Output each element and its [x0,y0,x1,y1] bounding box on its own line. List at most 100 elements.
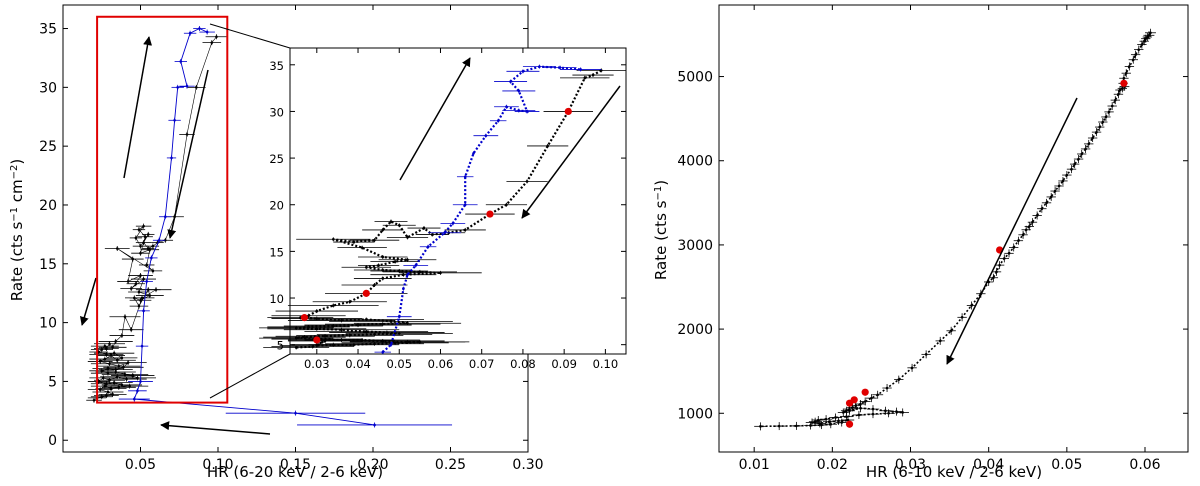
inset-black-data-point [315,309,319,313]
inset-red-marker [486,210,494,218]
left-blue-data-point [157,238,161,242]
inset-xtick-label: 0.08 [510,357,536,371]
right-black-data-point [759,425,762,428]
left-black-data-point [111,346,114,349]
left-black-data-point [103,357,107,361]
inset-black-data-point [381,228,385,232]
inset-black-data-point [373,283,376,287]
right-black-data-point [863,400,867,403]
left-blue-data-point [140,344,144,348]
inset-blue-data-point [558,66,562,69]
left-blue-data-point [139,380,142,383]
left-blue-data-point [185,84,189,88]
right-black-data-point [1149,31,1152,35]
left-blue-data-point [136,389,139,393]
left-ytick-label: 25 [39,139,57,155]
inset-red-marker [564,107,572,116]
left-arrow-left [160,421,271,435]
inset-black-data-point [389,220,393,223]
inset-direction-arrows [399,57,621,219]
left-black-data-point [98,388,102,391]
left-black-data-point [125,377,128,381]
left-xtick-label: 0.10 [202,457,233,473]
left-black-data-point [137,228,141,231]
right-black-data-point [1110,104,1114,108]
left-blue-data-point [145,280,148,283]
left-black-data-point [92,398,96,402]
left-blue-data-point [170,156,173,160]
inset-black-data-point [381,255,385,259]
inset-xtick-label: 0.05 [386,357,412,371]
left-black-data-point [128,384,131,388]
right-ytick-label: 5000 [677,70,713,86]
left-black-data-point [105,353,108,356]
left-black-data-point [105,347,108,350]
left-black-data-point [100,395,104,399]
inset-blue-data-point [406,273,409,277]
right-black-data-point [859,406,862,410]
left-black-data-point [108,342,111,346]
right-black-data-point [871,407,875,411]
right-black-data-point [834,416,837,419]
right-black-data-point [1114,98,1117,102]
left-black-data-point [126,280,130,283]
inset-arrow-up [399,57,471,181]
inset-blue-data-point [525,110,529,113]
left-xlabel: HR (6-20 keV / 2-6 keV) [207,463,383,481]
left-black-data-point [120,356,124,360]
right-xtick-label: 0.06 [1129,457,1160,473]
inset-xtick-label: 0.07 [469,357,495,371]
inset-black-data-point [393,260,397,263]
left-data-layer [86,26,453,428]
right-axis-ticks: 0.01 0.02 0.03 0.04 0.05 0.06 1000 2000 3000 4000… [677,5,1188,473]
right-black-data-point [1057,184,1061,188]
left-black-data-point [151,244,155,248]
left-black-data-point [139,251,142,255]
right-ytick-label: 1000 [677,406,713,422]
right-black-data-point [845,415,848,418]
inset-data-layer [259,64,626,355]
left-black-data-point [105,382,108,386]
right-black-data-point [998,263,1001,267]
right-black-data-point [870,396,873,400]
right-xtick-label: 0.04 [973,457,1004,473]
left-xtick-label: 0.25 [435,457,466,473]
left-blue-data-point [176,86,179,89]
right-black-data-point [884,409,887,413]
left-black-data-point [109,354,113,357]
left-black-data-point [134,236,138,240]
inset-blue-series-line [382,65,581,353]
right-black-data-point [859,402,862,406]
right-black-data-point [1003,257,1006,260]
left-axis-ticks: 0.05 0.10 0.15 0.20 0.25 0.30 0 5 10 15 20 25 30 35 [39,5,544,473]
right-black-data-point [924,353,928,356]
left-black-data-point [185,133,189,136]
right-black-data-point [827,420,831,423]
left-black-data-point [151,269,155,273]
right-black-data-point [1007,252,1011,255]
right-black-data-point [1053,189,1057,193]
right-ytick-label: 2000 [677,322,713,338]
right-black-data-point [1070,167,1073,171]
right-black-data-point [938,339,942,343]
inset-xtick-label: 0.09 [551,357,577,371]
inset-black-data-point [364,318,368,321]
right-black-data-point [970,304,973,307]
right-black-data-point [1144,37,1148,40]
left-black-data-point [136,376,139,380]
inset-black-data-point [373,238,376,242]
right-black-data-point [1128,65,1131,68]
right-black-data-point [1017,239,1020,243]
left-black-data-point [137,304,141,308]
inset-black-data-point [294,346,298,349]
right-black-data-point [1095,130,1098,134]
left-ylabel: Rate (cts s−1 cm−2) [8,159,26,302]
right-black-data-point [851,406,854,409]
left-blue-data-point [188,31,192,35]
left-black-data-point [139,274,142,277]
inset-xtick-label: 0.06 [428,357,454,371]
right-red-marker [845,399,854,407]
right-arrow-down [946,97,1078,365]
inset-red-marker [300,314,309,322]
left-black-data-point [114,370,117,374]
